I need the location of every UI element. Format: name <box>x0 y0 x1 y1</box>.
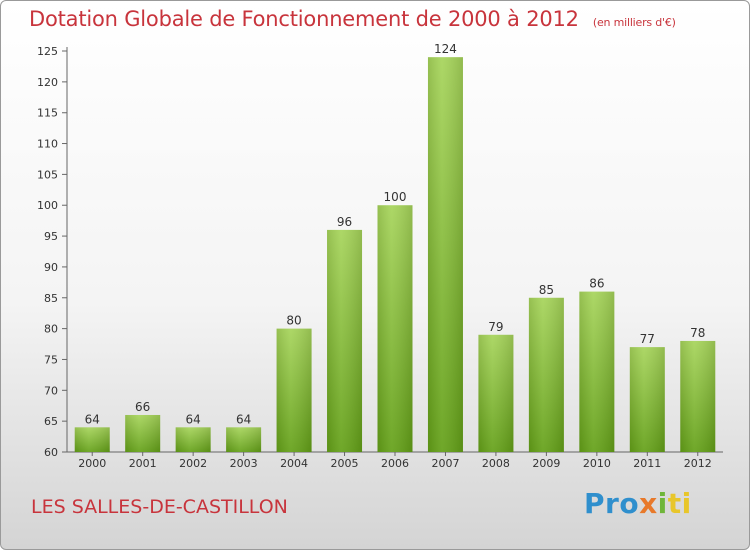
value-labels: 64 66 64 64 80 96 100 124 79 85 86 77 78 <box>85 42 706 426</box>
y-tick-label: 95 <box>44 230 58 243</box>
logo-part-4: ti <box>667 487 692 520</box>
bar-shade <box>125 414 161 452</box>
x-tick-label: 2000 <box>78 457 106 470</box>
chart-title-text: Dotation Globale de Fonctionnement de 20… <box>29 7 579 31</box>
x-tick-label: 2007 <box>431 457 459 470</box>
chart-title: Dotation Globale de Fonctionnement de 20… <box>29 7 676 31</box>
data-label: 85 <box>539 283 554 297</box>
x-tick-label: 2002 <box>179 457 207 470</box>
y-tick-label: 90 <box>44 261 58 274</box>
data-label: 79 <box>488 320 503 334</box>
data-label: 96 <box>337 215 352 229</box>
data-label: 64 <box>85 412 100 426</box>
x-tick-label: 2011 <box>633 457 661 470</box>
bar-shade <box>680 340 716 452</box>
bar-shade <box>528 297 564 452</box>
y-tick-label: 75 <box>44 353 58 366</box>
bar-shade <box>478 334 514 452</box>
data-label: 64 <box>186 412 201 426</box>
data-label: 100 <box>384 190 407 204</box>
data-label: 64 <box>236 412 251 426</box>
data-label: 66 <box>135 400 150 414</box>
data-label: 77 <box>640 332 655 346</box>
y-tick-label: 100 <box>37 199 58 212</box>
x-tick-label: 2004 <box>280 457 308 470</box>
y-tick-label: 110 <box>37 138 58 151</box>
bar-shade <box>579 291 615 452</box>
y-tick-label: 120 <box>37 76 58 89</box>
x-tick-label: 2010 <box>583 457 611 470</box>
x-tick-label: 2008 <box>482 457 510 470</box>
x-tick-label: 2006 <box>381 457 409 470</box>
x-tick-label: 2009 <box>532 457 560 470</box>
logo-part-2: x <box>639 487 658 520</box>
y-tick-label: 105 <box>37 168 58 181</box>
logo-part-1: Pro <box>584 487 640 520</box>
y-tick-label: 60 <box>44 446 58 459</box>
x-tick-label: 2001 <box>129 457 157 470</box>
data-label: 86 <box>589 277 604 291</box>
y-tick-label: 125 <box>37 45 58 58</box>
chart-subtitle: (en milliers d'€) <box>592 16 676 29</box>
bars <box>74 57 716 453</box>
bar-shade <box>74 427 110 452</box>
data-label: 80 <box>286 314 301 328</box>
axes: 60 65 70 75 80 85 90 95 100 105 110 115 120 125 2000 20… <box>37 45 723 470</box>
bar-shade <box>377 205 413 452</box>
y-tick-label: 80 <box>44 323 58 336</box>
x-tick-label: 2003 <box>230 457 258 470</box>
bar-shade <box>427 57 463 453</box>
data-label: 78 <box>690 326 705 340</box>
commune-name: LES SALLES-DE-CASTILLON <box>31 496 288 518</box>
bar-shade <box>175 427 211 452</box>
y-tick-label: 65 <box>44 415 58 428</box>
bar-shade <box>226 427 262 452</box>
logo-part-3: i <box>657 487 668 520</box>
data-label: 124 <box>434 42 457 56</box>
y-tick-label: 85 <box>44 292 58 305</box>
bar-shade <box>276 328 312 452</box>
y-tick-label: 70 <box>44 384 58 397</box>
x-tick-label: 2005 <box>331 457 359 470</box>
x-tick-label: 2012 <box>684 457 712 470</box>
bar-shade <box>629 347 665 452</box>
bar-shade <box>327 229 363 452</box>
y-tick-label: 115 <box>37 107 58 120</box>
proxiti-logo: Proxiti <box>584 487 692 520</box>
